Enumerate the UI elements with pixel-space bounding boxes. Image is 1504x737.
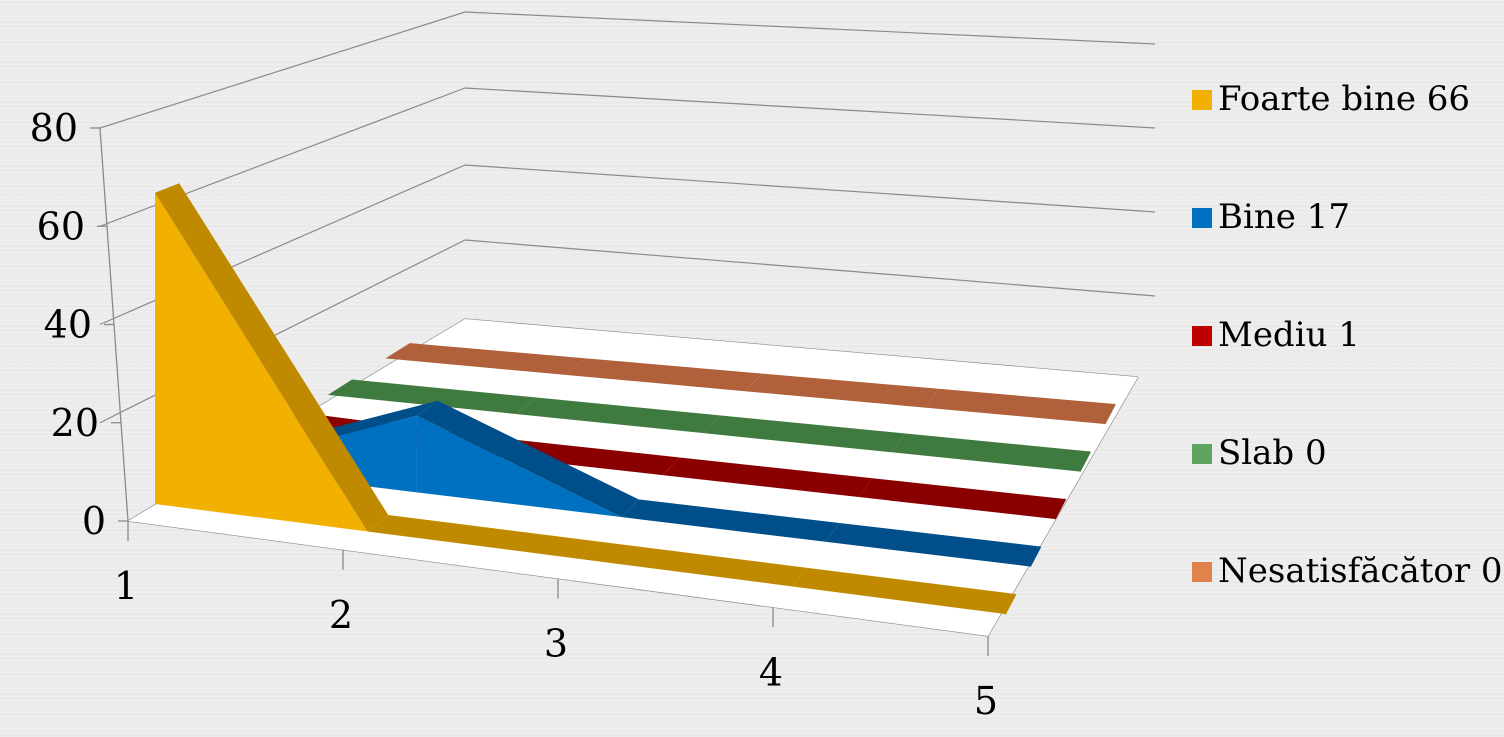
series-layer [155, 183, 1116, 615]
legend: Foarte bine 66 Bine 17 Mediu 1 Slab 0 Nesati… [1192, 79, 1503, 591]
series-3-end [1078, 451, 1091, 472]
series-1-end [1028, 546, 1042, 567]
series-3-ribbon [515, 397, 722, 434]
legend-label: Nesatisfăcător 0 [1218, 551, 1503, 591]
series-4 [385, 343, 1116, 425]
series-3-ribbon [891, 433, 1091, 472]
series-4-ribbon [924, 388, 1115, 424]
series-4-end [1103, 403, 1116, 425]
series-3-ribbon [327, 379, 537, 414]
side-gridline [99, 164, 466, 326]
series-4-ribbon [565, 358, 763, 392]
legend-swatch [1192, 444, 1212, 464]
y-tick-label: 0 [82, 499, 106, 543]
series-0-ribbon [367, 515, 598, 559]
series-1-ribbon [825, 522, 1041, 567]
x-tick-label: 2 [329, 593, 353, 637]
y-tick-label: 80 [30, 106, 78, 150]
legend-swatch [1192, 562, 1212, 582]
legend-swatch [1192, 326, 1212, 346]
x-tick-label: 4 [759, 650, 783, 694]
series-2-ribbon [858, 478, 1066, 519]
axes-layer: 0 20 40 60 80 1 2 3 4 5 [30, 106, 998, 723]
series-2-ribbon [662, 457, 873, 498]
back-gridline [464, 164, 1156, 213]
back-gridline [464, 239, 1156, 297]
back-gridline [464, 11, 1156, 45]
y-tick-label: 20 [51, 401, 99, 445]
legend-label: Bine 17 [1218, 197, 1350, 237]
legend-swatch [1192, 90, 1212, 110]
legend-label: Mediu 1 [1218, 315, 1360, 355]
x-tick-label: 5 [974, 679, 998, 723]
series-1-ribbon [621, 499, 840, 542]
side-gridline [99, 11, 466, 129]
series-4-ribbon [744, 373, 939, 408]
series-0-face [155, 192, 368, 532]
series-1-ribbon [416, 400, 639, 518]
x-tick-label: 3 [544, 622, 568, 666]
series-3 [327, 379, 1091, 472]
series-0-end [1004, 593, 1017, 615]
y-tick-label: 40 [44, 303, 92, 347]
series-4-ribbon [385, 343, 586, 375]
side-gridline [99, 87, 466, 227]
series-1-face [416, 415, 622, 518]
series-0 [155, 183, 1017, 615]
back-gridline [464, 87, 1156, 129]
y-tick-label: 60 [37, 204, 85, 248]
x-tick-label: 1 [114, 564, 138, 608]
series-0-ribbon [155, 183, 389, 532]
legend-label: Slab 0 [1218, 433, 1327, 473]
series-0-ribbon [792, 567, 1016, 614]
legend-label: Foarte bine 66 [1218, 79, 1470, 119]
series-2-end [1053, 498, 1067, 520]
series-3-ribbon [703, 415, 906, 453]
series-0-ribbon [580, 541, 807, 587]
legend-swatch [1192, 208, 1212, 228]
